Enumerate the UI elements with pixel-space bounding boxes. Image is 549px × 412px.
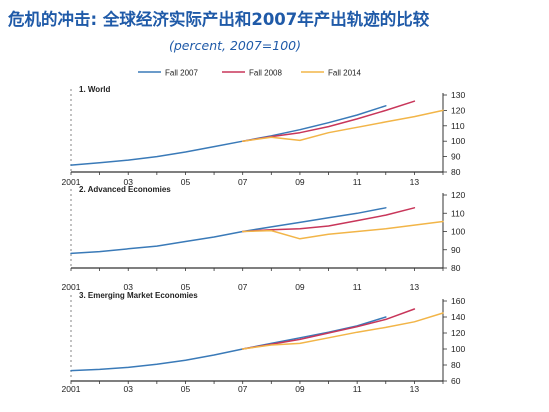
series-line-fall-2008 — [241, 207, 416, 233]
legend-label-fall-2007: Fall 2007 — [165, 69, 198, 78]
series-line-fall-2007 — [70, 316, 387, 372]
x-tick-label: 13 — [410, 177, 420, 187]
y-tick-label: 80 — [451, 360, 461, 370]
x-tick-label: 07 — [238, 282, 248, 292]
x-tick-label: 11 — [353, 282, 362, 292]
panel-3: 2001 03 05 07 09 11 13 60 80 100 120 140 160 3. Emerg… — [62, 291, 466, 394]
x-tick-label: 07 — [238, 177, 248, 187]
y-tick-label: 100 — [451, 227, 465, 237]
panel-1: 2001 03 05 07 09 11 13 80 90 100 110 120 130 1. World — [62, 85, 466, 187]
panel-2: 2001 03 05 07 09 11 13 80 90 100 110 120 2. Advanced… — [62, 185, 466, 292]
x-tick-label: 05 — [181, 384, 191, 394]
y-tick-label: 60 — [451, 376, 461, 386]
y-tick-label: 90 — [451, 245, 461, 255]
y-tick-label: 90 — [451, 152, 461, 162]
y-tick-label: 110 — [451, 121, 465, 131]
panel-title: 3. Emerging Market Economies — [79, 291, 198, 300]
x-tick-label: 05 — [181, 282, 191, 292]
y-tick-label: 160 — [451, 296, 465, 306]
x-tick-label: 03 — [123, 177, 133, 187]
chart-panels: 2001 03 05 07 09 11 13 80 90 100 110 120 130 1. World… — [62, 85, 466, 394]
x-tick-label: 2001 — [62, 177, 81, 187]
y-tick-label: 110 — [451, 208, 465, 218]
legend: Fall 2007 Fall 2008 Fall 2014 — [138, 69, 361, 78]
x-tick-label: 05 — [181, 177, 191, 187]
y-tick-label: 80 — [451, 167, 461, 177]
y-tick-label: 130 — [451, 90, 465, 100]
x-tick-label: 2001 — [62, 282, 81, 292]
x-tick-label: 13 — [410, 384, 420, 394]
x-tick-label: 2001 — [62, 384, 81, 394]
legend-label-fall-2008: Fall 2008 — [249, 69, 282, 78]
x-tick-label: 09 — [295, 384, 305, 394]
x-tick-label: 11 — [353, 384, 362, 394]
series-line-fall-2014 — [241, 220, 444, 240]
series-line-fall-2014 — [241, 109, 444, 142]
x-tick-label: 03 — [123, 384, 133, 394]
series-line-fall-2014 — [241, 312, 444, 350]
x-tick-label: 13 — [410, 282, 420, 292]
y-tick-label: 100 — [451, 344, 465, 354]
y-tick-label: 120 — [451, 328, 465, 338]
slide-title: 危机的冲击: 全球经济实际产出和2007年产出轨迹的比较 — [8, 10, 430, 29]
x-tick-label: 09 — [295, 177, 305, 187]
legend-label-fall-2014: Fall 2014 — [328, 69, 361, 78]
panel-title: 2. Advanced Economies — [79, 185, 171, 194]
y-tick-label: 120 — [451, 190, 465, 200]
series-line-fall-2007 — [70, 105, 387, 166]
x-tick-label: 03 — [123, 282, 133, 292]
y-tick-label: 140 — [451, 312, 465, 322]
panel-title: 1. World — [79, 85, 111, 94]
y-tick-label: 100 — [451, 136, 465, 146]
series-line-fall-2008 — [241, 308, 416, 350]
x-tick-label: 11 — [353, 177, 362, 187]
series-line-fall-2007 — [70, 207, 387, 255]
y-tick-label: 120 — [451, 105, 465, 115]
x-tick-label: 09 — [295, 282, 305, 292]
slide-subtitle: (percent, 2007=100) — [169, 38, 301, 53]
y-tick-label: 80 — [451, 263, 461, 273]
x-tick-label: 07 — [238, 384, 248, 394]
